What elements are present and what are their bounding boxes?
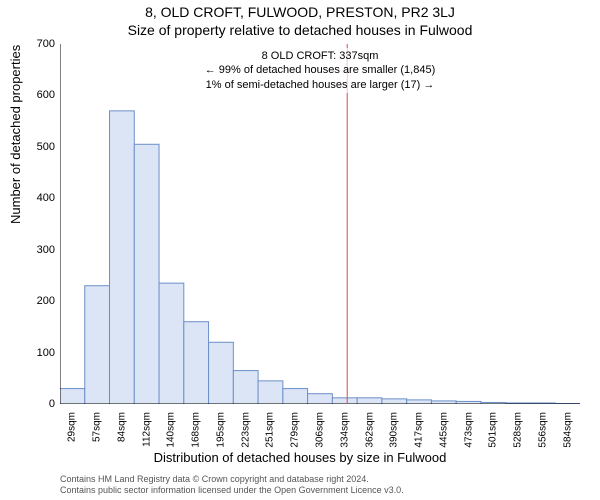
x-tick-label: 362sqm bbox=[364, 412, 375, 448]
x-tick-label: 251sqm bbox=[265, 412, 276, 448]
chart-container: 8, OLD CROFT, FULWOOD, PRESTON, PR2 3LJ … bbox=[0, 0, 600, 500]
x-tick-label: 528sqm bbox=[513, 412, 524, 448]
y-tick-label: 600 bbox=[37, 89, 55, 101]
callout-line: 1% of semi-detached houses are larger (1… bbox=[182, 78, 458, 92]
y-tick-label: 400 bbox=[37, 192, 55, 204]
x-tick-label: 279sqm bbox=[290, 412, 301, 448]
x-tick-label: 501sqm bbox=[488, 412, 499, 448]
callout-line: ← 99% of detached houses are smaller (1,… bbox=[182, 63, 458, 77]
x-tick-label: 195sqm bbox=[215, 412, 226, 448]
y-tick-label: 300 bbox=[37, 244, 55, 256]
y-tick-label: 700 bbox=[37, 38, 55, 50]
y-tick-label: 0 bbox=[49, 398, 55, 410]
chart-svg bbox=[60, 44, 580, 404]
y-tick-label: 100 bbox=[37, 347, 55, 359]
callout-line: 8 OLD CROFT: 337sqm bbox=[182, 49, 458, 63]
x-tick-label: 112sqm bbox=[141, 412, 152, 447]
chart-title-address: 8, OLD CROFT, FULWOOD, PRESTON, PR2 3LJ bbox=[0, 4, 600, 20]
x-tick-label: 223sqm bbox=[240, 412, 251, 448]
chart-title-subtitle: Size of property relative to detached ho… bbox=[0, 22, 600, 38]
x-tick-label: 84sqm bbox=[116, 412, 127, 442]
x-tick-label: 57sqm bbox=[92, 412, 103, 442]
x-tick-label: 556sqm bbox=[537, 412, 548, 448]
x-tick-label: 473sqm bbox=[463, 412, 474, 448]
x-tick-label: 306sqm bbox=[315, 412, 326, 448]
x-axis-label: Distribution of detached houses by size … bbox=[0, 450, 600, 465]
footer-line1: Contains HM Land Registry data © Crown c… bbox=[60, 474, 590, 485]
y-tick-label: 500 bbox=[37, 141, 55, 153]
x-tick-label: 29sqm bbox=[67, 412, 78, 442]
footer-attribution: Contains HM Land Registry data © Crown c… bbox=[60, 474, 590, 496]
x-tick-label: 334sqm bbox=[339, 412, 350, 448]
footer-line2: Contains public sector information licen… bbox=[60, 485, 590, 496]
x-tick-label: 445sqm bbox=[438, 412, 449, 448]
marker-callout: 8 OLD CROFT: 337sqm← 99% of detached hou… bbox=[180, 48, 460, 93]
x-tick-label: 168sqm bbox=[191, 412, 202, 448]
x-tick-label: 584sqm bbox=[562, 412, 573, 448]
x-tick-label: 417sqm bbox=[414, 412, 425, 448]
x-tick-label: 390sqm bbox=[389, 412, 400, 448]
y-tick-label: 200 bbox=[37, 295, 55, 307]
plot-area: 8 OLD CROFT: 337sqm← 99% of detached hou… bbox=[60, 44, 580, 404]
x-tick-label: 140sqm bbox=[166, 412, 177, 448]
y-axis-label: Number of detached properties bbox=[8, 45, 23, 224]
